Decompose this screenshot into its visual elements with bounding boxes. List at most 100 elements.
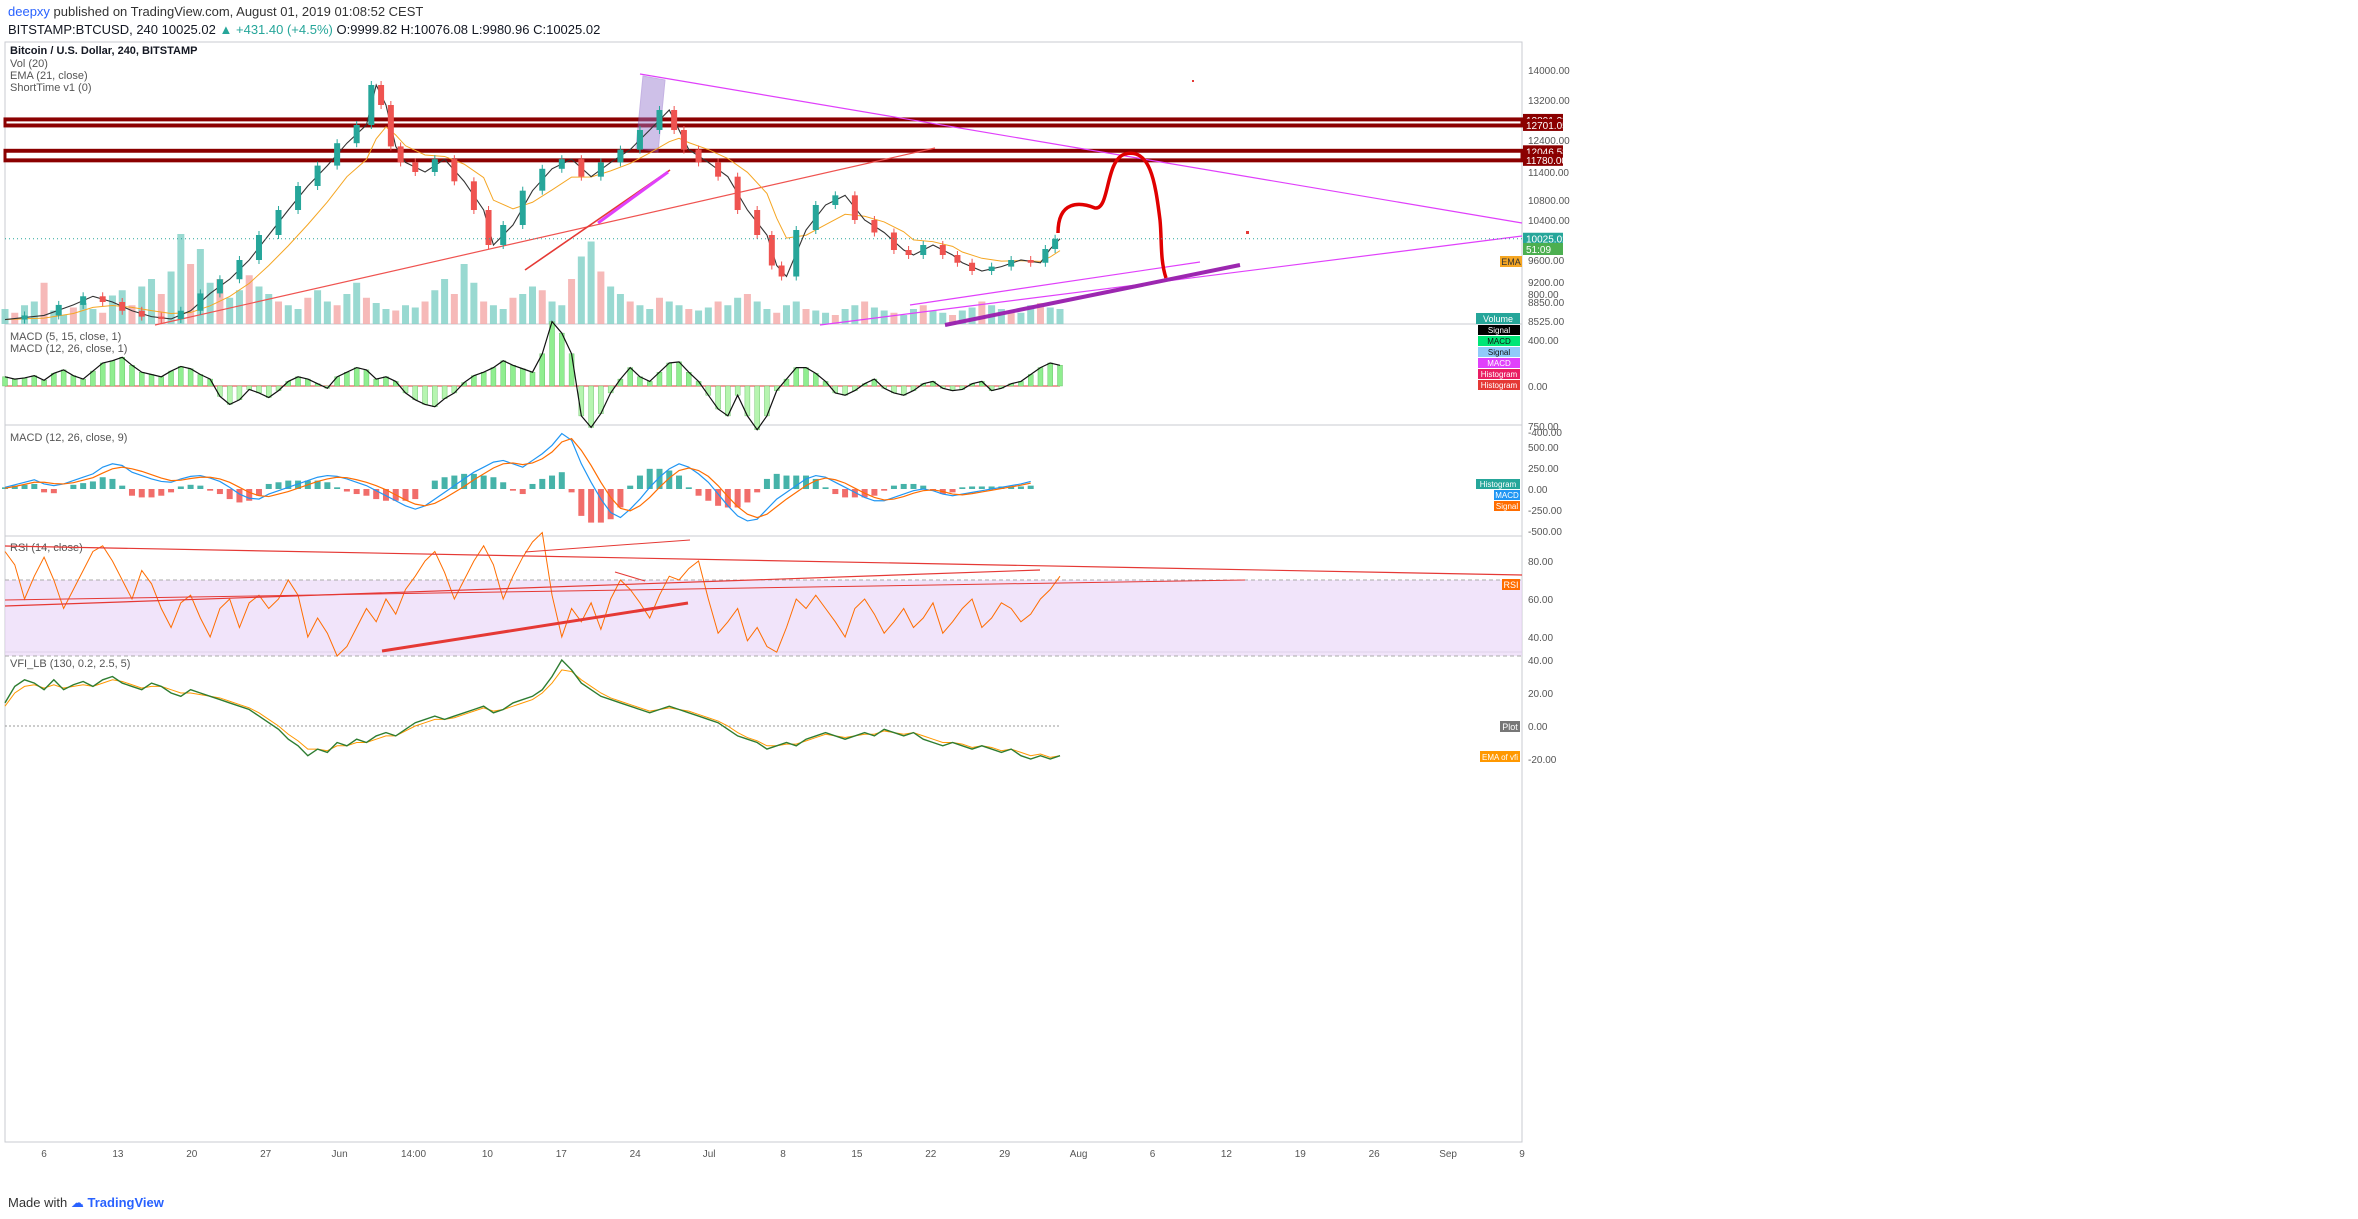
candle-body xyxy=(734,176,741,210)
volume-bar xyxy=(626,301,634,324)
macd-histogram-bar xyxy=(754,489,761,493)
candle-body xyxy=(138,310,145,317)
macd-histogram-bar xyxy=(881,489,888,491)
x-tick-label: 9 xyxy=(1519,1149,1525,1160)
macd-histogram-bar xyxy=(676,361,682,387)
macd-histogram-bar xyxy=(99,477,106,489)
volume-bar xyxy=(265,294,273,324)
volume-bar xyxy=(997,309,1005,324)
macd-histogram-bar xyxy=(255,489,262,496)
volume-bar xyxy=(763,309,771,324)
macd-histogram-bar xyxy=(500,360,506,387)
macd-histogram-bar xyxy=(373,489,380,500)
macd-histogram-bar xyxy=(31,483,38,489)
macd-histogram-bar xyxy=(12,378,18,387)
chart-canvas[interactable]: Bitcoin / U.S. Dollar, 240, BITSTAMPVol … xyxy=(0,40,2358,1190)
volume-bar xyxy=(245,275,253,324)
macd-histogram-bar xyxy=(70,375,77,387)
macd-histogram-bar xyxy=(988,486,995,489)
rsi-legend-label: RSI xyxy=(1503,580,1518,590)
candle-body xyxy=(851,195,858,220)
vfi-pane[interactable]: VFI_LB (130, 0.2, 2.5, 5) 40.00 20.00 0.00 -… xyxy=(4,656,1557,766)
symbol-interval: BITSTAMP:BTCUSD, 240 xyxy=(8,22,159,37)
x-tick-label: 29 xyxy=(999,1149,1011,1160)
macd-histogram-bar xyxy=(783,475,790,489)
candle-body xyxy=(397,146,404,163)
macd-histogram-bar xyxy=(969,486,976,489)
rsi-pane[interactable]: RSI (14, close) 80.00 60.00 40.00 RSI xyxy=(4,531,1553,657)
volume-bar xyxy=(167,271,175,324)
macd-histogram-bar xyxy=(99,362,106,387)
macd-legend-label: MACD xyxy=(1487,359,1511,368)
macd-histogram-bar xyxy=(177,486,184,489)
volume-bar xyxy=(695,310,703,324)
macd-histogram-bar xyxy=(128,489,135,496)
macd-legend-bg xyxy=(1478,380,1520,390)
ema-badge: EMA xyxy=(1501,257,1521,267)
volume-bar xyxy=(353,282,361,324)
macd-histogram-bar xyxy=(832,489,839,495)
volume-bar xyxy=(529,286,536,324)
macd-histogram-bar xyxy=(539,353,545,387)
macd-histogram-bar xyxy=(666,470,673,489)
y-tick-label: -250.00 xyxy=(1528,506,1562,517)
candle-body xyxy=(954,255,961,263)
vfi-plot-legend: Plot xyxy=(1502,722,1518,732)
macd-legend-bg xyxy=(1478,347,1520,357)
price-label-bg xyxy=(1523,118,1563,131)
macd-pane[interactable]: MACD (12, 26, close, 9) 750.00 500.00 250.0… xyxy=(2,422,1562,538)
y-tick-label: 400.00 xyxy=(1528,336,1559,347)
macd-fast-pane[interactable]: MACD (5, 15, close, 1)MACD (12, 26, clos… xyxy=(2,290,1563,439)
macd-histogram-bar xyxy=(520,368,526,387)
volume-bar xyxy=(519,294,527,324)
volume-bar xyxy=(421,301,429,324)
y-tick-label: 80.00 xyxy=(1528,557,1553,568)
macd-histogram-bar xyxy=(529,483,536,489)
macd-histogram-bar xyxy=(90,370,96,387)
volume-bar xyxy=(919,305,927,324)
author-link[interactable]: deepxy xyxy=(8,4,50,19)
macd-histogram-bar xyxy=(715,489,722,506)
candle-body xyxy=(368,85,375,125)
macd-histogram-bar xyxy=(842,489,849,498)
macd-histogram-bar xyxy=(129,365,135,387)
macd-legend-label: MACD xyxy=(1487,337,1511,346)
volume-bar xyxy=(607,286,615,324)
volume-bar xyxy=(949,315,957,324)
rsi-ascending-trendline-2 xyxy=(4,579,1246,601)
price-pane[interactable]: Bitcoin / U.S. Dollar, 240, BITSTAMPVol … xyxy=(1,40,1571,328)
support-trendline xyxy=(944,263,1241,327)
pane-title-0: MACD (5, 15, close, 1) xyxy=(10,331,121,343)
candle-body xyxy=(470,181,477,210)
tradingview-brand[interactable]: TradingView xyxy=(87,1195,164,1210)
macd-histogram-bar xyxy=(1008,486,1015,489)
macd-legend-bg xyxy=(1478,369,1520,379)
macd-histogram-bar xyxy=(803,367,809,387)
vfi-plot-legend-bg xyxy=(1500,721,1520,732)
y-tick-label: -20.00 xyxy=(1528,755,1557,766)
volume-bar xyxy=(382,309,390,324)
macd-histogram-bar xyxy=(588,385,594,428)
volume-bar xyxy=(724,305,732,324)
candle-body xyxy=(314,165,321,186)
volume-bar xyxy=(372,303,380,324)
candle-body xyxy=(905,250,912,255)
candle-body xyxy=(21,315,28,320)
macd-histogram-bar xyxy=(705,385,712,396)
volume-bar xyxy=(792,301,800,324)
price-change: +431.40 (+4.5%) xyxy=(236,22,333,37)
volume-bar xyxy=(362,297,370,324)
macd-histogram-bar xyxy=(539,478,546,489)
macd-histogram-bar xyxy=(920,485,927,489)
volume-bar xyxy=(30,301,38,324)
macd-histogram-bar xyxy=(568,353,575,387)
x-tick-label: 26 xyxy=(1369,1149,1381,1160)
macd-histogram-bar xyxy=(178,366,184,387)
volume-bar xyxy=(480,301,488,324)
x-tick-label: 17 xyxy=(556,1149,568,1160)
published-text: published on TradingView.com, August 01,… xyxy=(53,4,424,19)
time-axis[interactable]: 6 13 20 27 Jun 14:00 10 17 24 Jul 8 15 22 29 Aug 6 12 19 2… xyxy=(5,1141,1525,1160)
macd-histogram-bar xyxy=(1057,365,1063,387)
candle-body xyxy=(597,162,604,177)
volume-bar xyxy=(294,309,302,324)
